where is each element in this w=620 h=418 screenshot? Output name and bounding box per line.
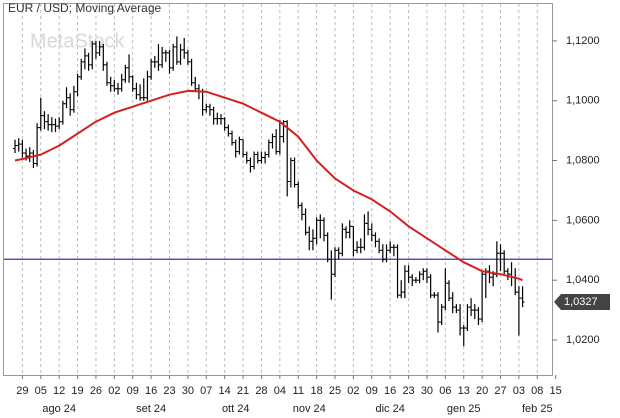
last-price-tag bbox=[554, 294, 610, 311]
x-tick-label: 07 bbox=[200, 385, 212, 397]
x-tick-label: 30 bbox=[182, 385, 194, 397]
x-tick-label: 09 bbox=[366, 385, 378, 397]
x-tick-label: 18 bbox=[310, 385, 322, 397]
month-label: nov 24 bbox=[293, 403, 326, 415]
x-tick-label: 02 bbox=[347, 385, 359, 397]
watermark: MetaStock bbox=[30, 30, 125, 52]
x-tick-label: 05 bbox=[35, 385, 47, 397]
y-tick-label: 1,0800 bbox=[566, 154, 600, 166]
x-tick-label: 29 bbox=[16, 385, 28, 397]
x-tick-label: 20 bbox=[476, 385, 488, 397]
x-tick-label: 15 bbox=[550, 385, 562, 397]
x-tick-label: 28 bbox=[255, 385, 267, 397]
y-tick-label: 1,0400 bbox=[566, 274, 600, 286]
y-tick-label: 1,0600 bbox=[566, 214, 600, 226]
y-tick-label: 1,1000 bbox=[566, 95, 600, 107]
x-tick-label: 16 bbox=[384, 385, 396, 397]
x-tick-label: 04 bbox=[274, 385, 286, 397]
x-tick-label: 26 bbox=[90, 385, 102, 397]
x-tick-label: 30 bbox=[421, 385, 433, 397]
last-price-label: 1,0327 bbox=[564, 296, 598, 308]
month-label: ago 24 bbox=[42, 403, 76, 415]
chart-title: EUR / USD; Moving Average bbox=[8, 1, 162, 15]
x-tick-label: 16 bbox=[145, 385, 157, 397]
month-label: gen 25 bbox=[447, 403, 481, 415]
moving-average-line bbox=[14, 89, 523, 282]
x-tick-label: 27 bbox=[494, 385, 506, 397]
x-tick-label: 11 bbox=[293, 385, 304, 397]
x-tick-label: 09 bbox=[127, 385, 139, 397]
x-tick-label: 06 bbox=[439, 385, 451, 397]
x-tick-label: 19 bbox=[71, 385, 83, 397]
x-tick-label: 14 bbox=[219, 385, 231, 397]
y-tick-label: 1,1200 bbox=[566, 35, 600, 47]
x-tick-label: 12 bbox=[53, 385, 65, 397]
month-label: feb 25 bbox=[522, 403, 553, 415]
x-tick-label: 21 bbox=[237, 385, 249, 397]
month-label: ott 24 bbox=[222, 403, 250, 415]
x-tick-label: 08 bbox=[531, 385, 543, 397]
x-tick-label: 03 bbox=[513, 385, 525, 397]
month-label: set 24 bbox=[136, 403, 166, 415]
x-tick-label: 02 bbox=[108, 385, 120, 397]
x-tick-label: 23 bbox=[163, 385, 175, 397]
y-tick-label: 1,0200 bbox=[566, 334, 600, 346]
plot-frame bbox=[3, 3, 553, 376]
x-tick-label: 13 bbox=[458, 385, 470, 397]
x-tick-label: 23 bbox=[402, 385, 414, 397]
x-tick-label: 25 bbox=[329, 385, 341, 397]
month-label: dic 24 bbox=[375, 403, 404, 415]
